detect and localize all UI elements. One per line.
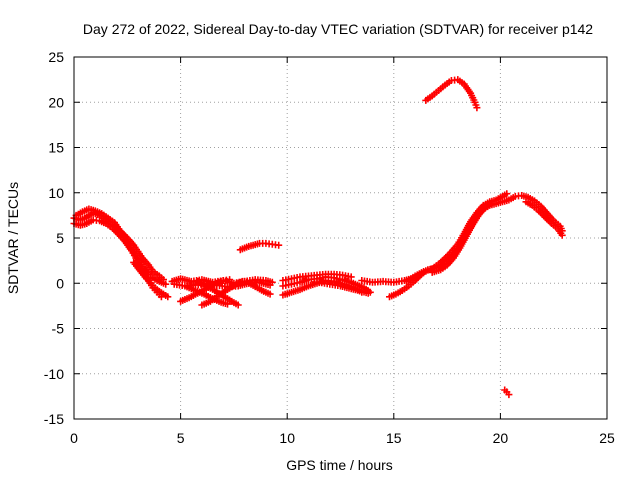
data-point <box>505 391 513 399</box>
y-tick-label: -10 <box>44 366 64 382</box>
x-tick-label: 0 <box>70 430 78 446</box>
data-point <box>364 289 372 297</box>
y-axis-label: SDTVAR / TECUs <box>5 182 21 294</box>
x-tick-label: 5 <box>177 430 185 446</box>
y-tick-label: 0 <box>56 275 64 291</box>
chart-title: Day 272 of 2022, Sidereal Day-to-day VTE… <box>83 21 593 37</box>
y-tick-label: 25 <box>48 49 64 65</box>
y-tick-label: 15 <box>48 140 64 156</box>
x-tick-label: 25 <box>599 430 615 446</box>
x-tick-labels: 0 5 10 15 20 25 <box>70 430 615 446</box>
data-point <box>266 290 274 298</box>
y-tick-label: 5 <box>56 230 64 246</box>
data-point <box>162 280 170 288</box>
x-tick-label: 15 <box>386 430 402 446</box>
data-point <box>164 293 172 301</box>
data-point <box>488 200 496 208</box>
data-point <box>473 104 481 112</box>
data-point <box>503 190 511 198</box>
plot-frame <box>73 56 608 420</box>
y-tick-label: -15 <box>44 411 64 427</box>
data-point <box>226 276 234 284</box>
x-axis-label: GPS time / hours <box>286 457 393 473</box>
data-points <box>70 76 566 399</box>
data-point <box>266 281 274 289</box>
data-point <box>275 241 283 249</box>
y-tick-labels: -15 -10 -5 0 5 10 15 20 25 <box>44 49 64 427</box>
data-point <box>558 231 566 239</box>
grid <box>73 56 608 420</box>
y-tick-label: 10 <box>48 185 64 201</box>
x-tick-label: 20 <box>493 430 509 446</box>
data-point <box>234 301 242 309</box>
x-tick-label: 10 <box>279 430 295 446</box>
y-tick-label: 20 <box>48 94 64 110</box>
y-tick-label: -5 <box>52 321 65 337</box>
